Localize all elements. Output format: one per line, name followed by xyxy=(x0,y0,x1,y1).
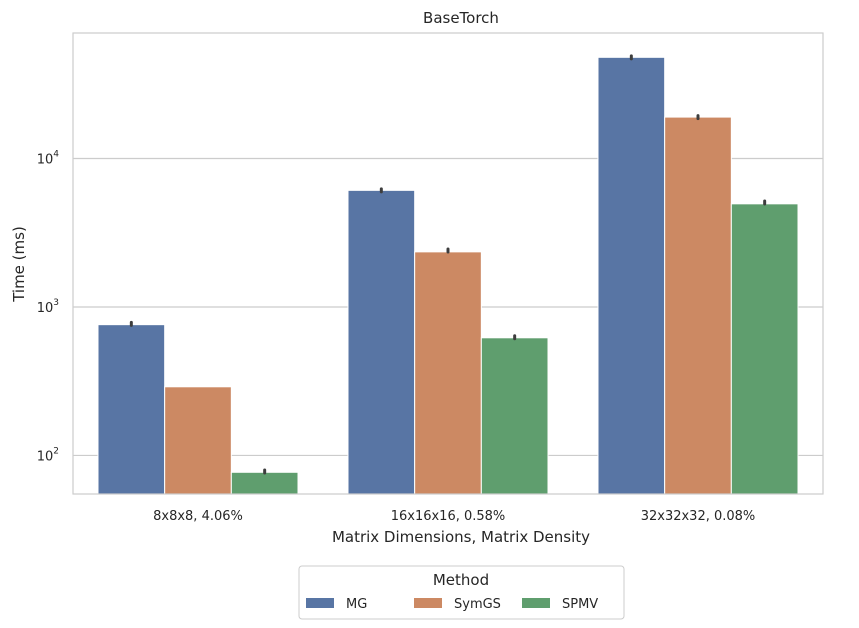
bar-spmv xyxy=(480,337,549,495)
bar-mg xyxy=(347,189,416,495)
y-tick-label: 103 xyxy=(37,298,59,316)
bar-mg xyxy=(597,56,666,495)
error-markers xyxy=(129,54,767,475)
legend-items: MG SymGS SPMV xyxy=(306,597,598,612)
x-tick-label: 32x32x32, 0.08% xyxy=(641,509,756,524)
y-tick-label: 104 xyxy=(37,149,60,167)
bars xyxy=(97,56,799,495)
y-tick-label: 102 xyxy=(37,446,59,464)
chart-title: BaseTorch xyxy=(423,9,499,27)
legend-swatch-spmv xyxy=(522,598,550,608)
legend-label-symgs: SymGS xyxy=(454,597,501,612)
bar-symgs xyxy=(664,116,732,495)
x-tick-labels: 8x8x8, 4.06% 16x16x16, 0.58% 32x32x32, 0.0… xyxy=(153,509,755,524)
plot-frame xyxy=(72,32,824,495)
y-tick-labels: 102 103 104 xyxy=(37,149,60,464)
legend-swatch-symgs xyxy=(414,598,442,608)
bar-spmv xyxy=(730,203,799,495)
bar-mg xyxy=(97,324,166,495)
legend: Method MG SymGS SPMV xyxy=(298,565,625,620)
x-tick-label: 8x8x8, 4.06% xyxy=(153,509,243,524)
bar-symgs xyxy=(414,251,482,495)
legend-label-spmv: SPMV xyxy=(562,597,598,612)
bar-symgs xyxy=(164,386,232,495)
x-axis-label: Matrix Dimensions, Matrix Density xyxy=(332,528,590,546)
bar-spmv xyxy=(230,471,299,495)
legend-swatch-mg xyxy=(306,598,334,608)
x-tick-label: 16x16x16, 0.58% xyxy=(391,509,506,524)
legend-label-mg: MG xyxy=(346,597,367,612)
y-axis-label: Time (ms) xyxy=(10,226,28,303)
legend-title: Method xyxy=(433,571,489,589)
